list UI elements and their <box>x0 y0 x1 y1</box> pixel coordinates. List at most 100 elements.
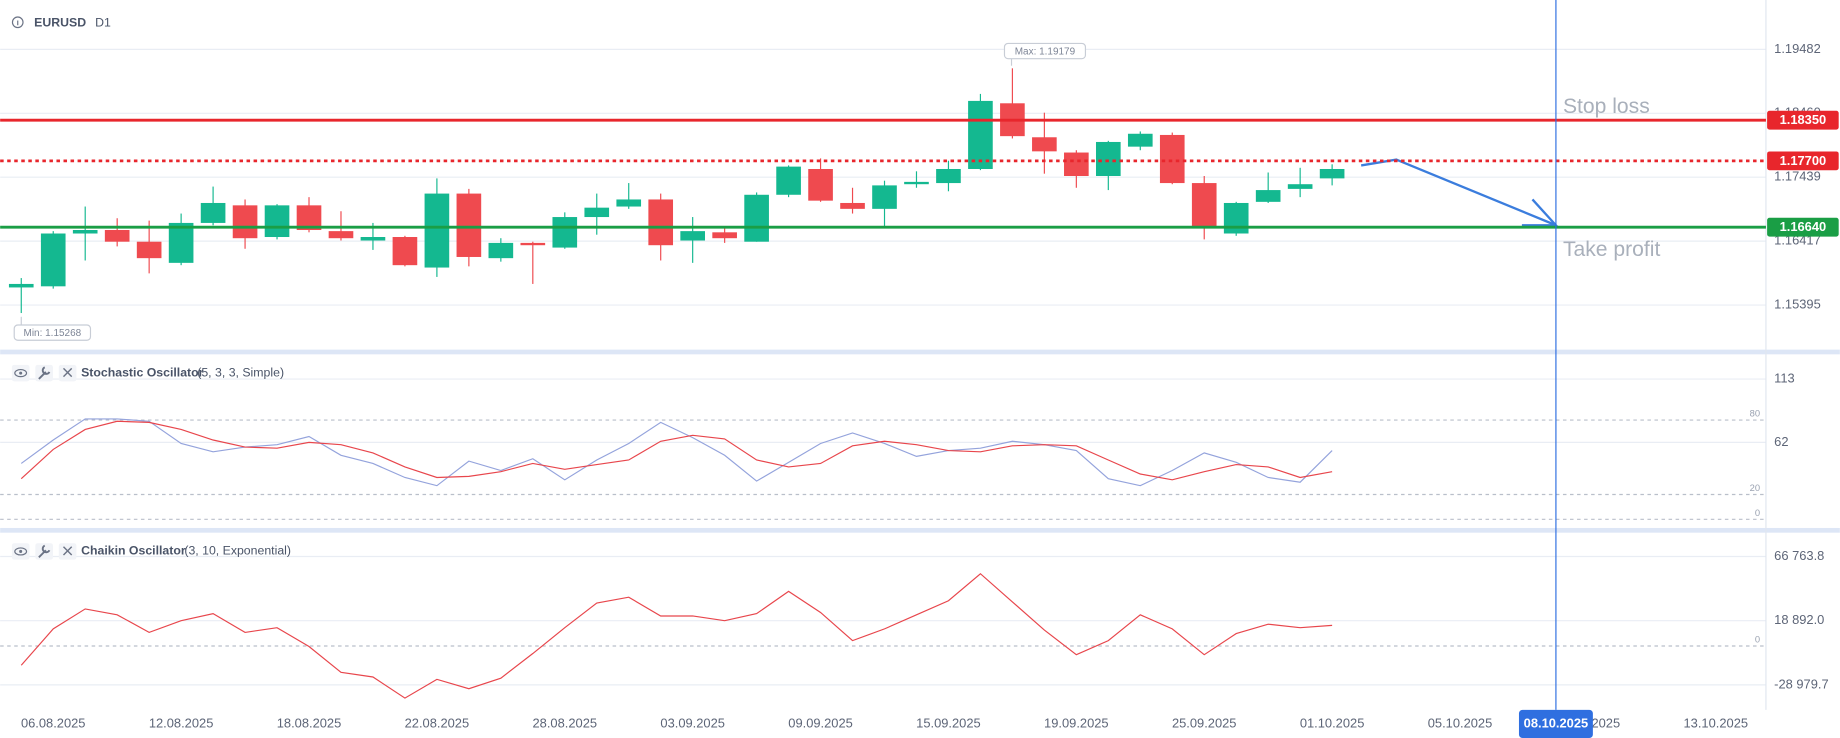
candle-body <box>584 207 610 218</box>
eye-icon <box>14 369 28 378</box>
timeframe: D1 <box>95 16 111 30</box>
candle-body <box>1287 184 1313 189</box>
level-label: 20 <box>1750 483 1760 493</box>
candle-body <box>776 166 801 195</box>
candle-body <box>264 205 290 238</box>
y-tick-label: 113 <box>1774 370 1795 385</box>
level-label: 0 <box>1755 635 1760 645</box>
candle-body <box>424 193 450 268</box>
candle-body <box>808 168 833 201</box>
x-tick-label: 19.09.2025 <box>1044 715 1109 730</box>
x-tick-label: 12.08.2025 <box>149 715 214 730</box>
price-level-box <box>1767 110 1839 130</box>
y-tick-label: -28 979.7 <box>1774 676 1828 691</box>
x-tick-label: 03.09.2025 <box>660 715 725 730</box>
grid-layer <box>0 48 1766 686</box>
crosshair-date-box <box>1518 709 1593 738</box>
candle-body <box>392 237 418 266</box>
wrench-icon <box>38 544 51 558</box>
indicator-params: (3, 10, Exponential) <box>184 544 291 558</box>
y-tick-label: 18 892.0 <box>1774 612 1824 627</box>
eye-icon <box>19 371 23 375</box>
candle-body <box>40 233 66 287</box>
price-level-label: 1.18350 <box>1780 112 1827 127</box>
candle-body <box>136 241 162 259</box>
close-icon <box>62 367 73 378</box>
min-label-box <box>13 324 92 341</box>
x-tick-label: 05.10.2025 <box>1428 715 1493 730</box>
symbol: EURUSD <box>34 16 86 30</box>
series-line <box>20 420 1333 481</box>
x-tick-label: 09.09.2025 <box>788 715 853 730</box>
max-label: Max: 1.19179 <box>1015 46 1076 57</box>
series-line <box>20 418 1333 487</box>
y-tick-label: 1.19482 <box>1774 41 1821 56</box>
candle-body <box>872 185 897 209</box>
candle-body <box>168 222 194 263</box>
candle-body <box>616 199 642 207</box>
eye-icon <box>14 547 28 556</box>
candle-body <box>1127 133 1153 147</box>
price-level-label: 1.16640 <box>1780 219 1827 234</box>
indicator-title: Stochastic Oscillator <box>81 365 204 379</box>
indicator-title: Chaikin Oscillator <box>81 544 186 558</box>
candle-body <box>328 231 354 239</box>
candle-body <box>360 237 386 241</box>
y-tick-label: 1.15395 <box>1774 296 1821 311</box>
indicator-controls <box>11 364 77 382</box>
candle-body <box>488 242 514 259</box>
level-label: 80 <box>1750 409 1760 419</box>
candle-body <box>680 231 705 241</box>
x-tick-label: 06.08.2025 <box>21 715 86 730</box>
max-label-box <box>1003 42 1087 60</box>
indicator-params: (5, 3, 3, Simple) <box>197 365 284 379</box>
pane-separator <box>0 349 1840 355</box>
candle-body <box>200 202 226 223</box>
candle-body <box>552 217 578 248</box>
candle-body <box>1223 202 1249 234</box>
crosshair-date: 08.10.2025 <box>1524 715 1589 730</box>
price-level-box <box>1767 151 1839 171</box>
candle-body <box>840 202 865 209</box>
price-level-name: Take profit <box>1563 238 1661 261</box>
info-icon[interactable] <box>11 16 24 29</box>
indicator-controls <box>11 543 77 560</box>
candle-body <box>904 181 929 185</box>
candle-body <box>1032 137 1057 152</box>
price-level-name: Stop loss <box>1563 95 1650 118</box>
candle-body <box>968 100 993 169</box>
candle-body <box>744 194 769 242</box>
candle-body <box>232 205 258 239</box>
x-tick-label: 15.09.2025 <box>916 715 981 730</box>
x-tick-label: 25.09.2025 <box>1172 715 1237 730</box>
level-label: 0 <box>1755 508 1760 518</box>
x-tick-label: 28.08.2025 <box>533 715 598 730</box>
candle-body <box>520 242 546 246</box>
candle-body <box>1319 168 1345 179</box>
candle-body <box>72 230 98 234</box>
pane-separator <box>0 527 1840 533</box>
x-tick-label: 22.08.2025 <box>405 715 470 730</box>
min-label: Min: 1.15268 <box>24 328 82 339</box>
y-tick-label: 62 <box>1774 434 1788 449</box>
candle-body <box>1191 183 1217 228</box>
candle-body <box>936 168 961 184</box>
candle-body <box>104 230 130 242</box>
price-level-box <box>1767 217 1839 237</box>
candle-body <box>1095 141 1121 177</box>
candle-body <box>1255 190 1281 202</box>
wrench-icon <box>38 366 51 380</box>
candle-body <box>8 283 34 288</box>
close-icon <box>62 546 73 556</box>
candle-body <box>1064 152 1089 177</box>
y-tick-label: 66 763.8 <box>1774 548 1824 563</box>
price-level-label: 1.17700 <box>1780 153 1827 168</box>
candle-body <box>1159 134 1185 184</box>
marks-layer: 06.08.2025 12.08.2025 18.08.2025 22.08.2025… <box>8 41 1829 730</box>
candle-body <box>712 232 737 239</box>
series-line <box>20 572 1333 699</box>
